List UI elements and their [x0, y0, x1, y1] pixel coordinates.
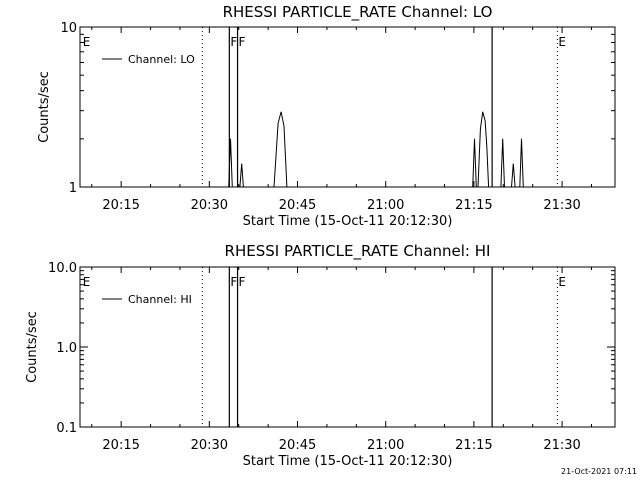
x-tick-label: 20:30: [191, 198, 228, 213]
flag-label: E: [83, 35, 91, 49]
x-tick-label: 21:15: [455, 198, 492, 213]
y-tick-label: 1.0: [56, 341, 77, 356]
data-spike: [511, 163, 516, 188]
plot-frame: [79, 26, 616, 188]
data-spike: [273, 111, 288, 188]
chart-title: RHESSI PARTICLE_RATE Channel: LO: [223, 3, 493, 22]
flag-label: F: [230, 35, 237, 49]
x-tick-label: 20:45: [279, 438, 316, 453]
data-spike: [500, 138, 505, 188]
x-tick-label: 20:15: [102, 198, 139, 213]
x-axis-label: Start Time (15-Oct-11 20:12:30): [243, 454, 453, 469]
x-tick-label: 21:15: [455, 438, 492, 453]
data-spike: [477, 111, 490, 188]
flag-label: E: [83, 275, 91, 289]
y-tick-label: 0.1: [56, 421, 77, 436]
plot-frame: [79, 266, 616, 428]
flag-label: E: [558, 35, 566, 49]
hi-channel-panel: RHESSI PARTICLE_RATE Channel: HI 20:15 20:…: [25, 242, 616, 469]
x-tick-label: 20:15: [102, 438, 139, 453]
y-tick-label: 10: [60, 21, 77, 36]
x-axis-label: Start Time (15-Oct-11 20:12:30): [243, 214, 453, 229]
chart-title: RHESSI PARTICLE_RATE Channel: HI: [225, 242, 491, 261]
timestamp: 21-Oct-2021 07:11: [561, 467, 637, 476]
y-axis-label: Counts/sec: [25, 311, 40, 383]
flag-label: E: [558, 275, 566, 289]
x-tick-label: 21:30: [543, 438, 580, 453]
legend-label: Channel: LO: [128, 53, 195, 66]
y-axis-label: Counts/sec: [37, 71, 52, 143]
lo-channel-panel: RHESSI PARTICLE_RATE Channel: LO 20:15 20:…: [37, 3, 616, 229]
flag-label: F: [239, 35, 246, 49]
x-tick-label: 20:30: [191, 438, 228, 453]
flag-label: F: [239, 275, 246, 289]
x-tick-label: 20:45: [279, 198, 316, 213]
x-tick-label: 21:00: [367, 438, 404, 453]
x-tick-label: 21:00: [367, 198, 404, 213]
data-spike: [228, 138, 233, 188]
y-tick-label: 1: [69, 181, 77, 196]
flag-label: F: [230, 275, 237, 289]
legend-label: Channel: HI: [128, 293, 192, 306]
data-spike: [239, 163, 244, 188]
x-tick-label: 21:30: [543, 198, 580, 213]
data-spike: [472, 138, 477, 188]
y-tick-label: 10.0: [48, 261, 77, 276]
data-spike: [519, 138, 524, 188]
